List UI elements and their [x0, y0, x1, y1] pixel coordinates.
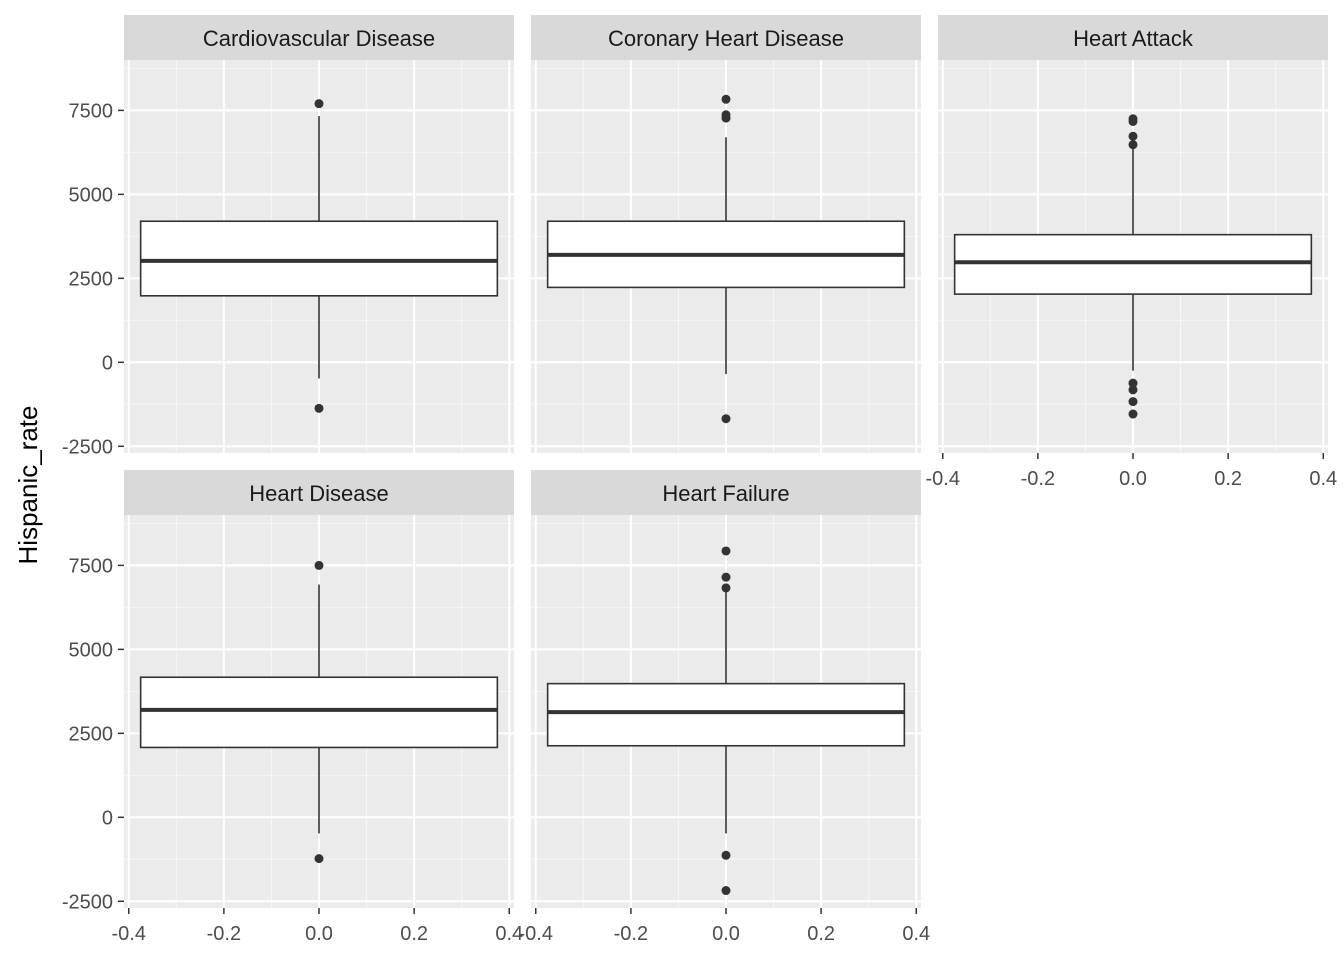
- y-tick-label: 5000: [69, 184, 114, 206]
- y-tick-label: -2500: [62, 436, 113, 458]
- iqr-box: [546, 682, 906, 747]
- x-tick-label: -0.4: [112, 923, 146, 945]
- y-tick-label: 7500: [69, 555, 114, 577]
- y-tick-label: 2500: [69, 268, 114, 290]
- outlier-point: [314, 403, 324, 413]
- outlier-point: [1128, 409, 1138, 419]
- x-tick-label: 0.2: [807, 923, 835, 945]
- x-tick-label: -0.2: [1021, 468, 1055, 490]
- y-axis-title: Hispanic_rate: [13, 406, 43, 565]
- outlier-point: [314, 854, 324, 864]
- x-tick-label: -0.4: [926, 468, 960, 490]
- outlier-point: [314, 99, 324, 109]
- x-tick-label: 0.2: [400, 923, 428, 945]
- facet-strip: [531, 470, 921, 515]
- outlier-point: [721, 113, 731, 123]
- outlier-point: [1128, 378, 1138, 388]
- facet-strip-title: Cardiovascular Disease: [203, 26, 435, 51]
- x-tick-label: 0.0: [305, 923, 333, 945]
- x-tick-label: 0.4: [902, 923, 930, 945]
- outlier-point: [1128, 131, 1138, 141]
- outlier-point: [1128, 397, 1138, 407]
- outlier-point: [1128, 140, 1138, 150]
- facet-strip-title: Coronary Heart Disease: [608, 26, 844, 51]
- y-tick-label: 5000: [69, 639, 114, 661]
- x-tick-label: 0.4: [495, 923, 523, 945]
- outlier-point: [721, 414, 731, 424]
- iqr-box: [139, 220, 499, 297]
- outlier-point: [721, 94, 731, 104]
- facet-strip: [938, 15, 1328, 60]
- y-tick-label: 7500: [69, 100, 114, 122]
- iqr-box: [953, 233, 1313, 295]
- outlier-point: [721, 546, 731, 556]
- outlier-point: [314, 560, 324, 570]
- y-tick-label: -2500: [62, 891, 113, 913]
- outlier-point: [721, 572, 731, 582]
- facet-strip-title: Heart Disease: [249, 481, 388, 506]
- iqr-box: [139, 676, 499, 749]
- facet-strip: [531, 15, 921, 60]
- x-tick-label: -0.2: [614, 923, 648, 945]
- y-tick-label: 2500: [69, 723, 114, 745]
- outlier-point: [721, 583, 731, 593]
- facet-strip-title: Heart Attack: [1073, 26, 1194, 51]
- outlier-point: [721, 850, 731, 860]
- x-tick-label: -0.4: [519, 923, 553, 945]
- y-tick-label: 0: [102, 352, 113, 374]
- x-tick-label: -0.2: [207, 923, 241, 945]
- outlier-point: [1128, 116, 1138, 126]
- x-tick-label: 0.4: [1309, 468, 1337, 490]
- facet-strip: [124, 15, 514, 60]
- facet-strip-title: Heart Failure: [662, 481, 789, 506]
- facet-strip: [124, 470, 514, 515]
- outlier-point: [1128, 385, 1138, 395]
- outlier-point: [721, 886, 731, 896]
- x-tick-label: 0.0: [1119, 468, 1147, 490]
- y-tick-label: 0: [102, 807, 113, 829]
- x-tick-label: 0.2: [1214, 468, 1242, 490]
- x-tick-label: 0.0: [712, 923, 740, 945]
